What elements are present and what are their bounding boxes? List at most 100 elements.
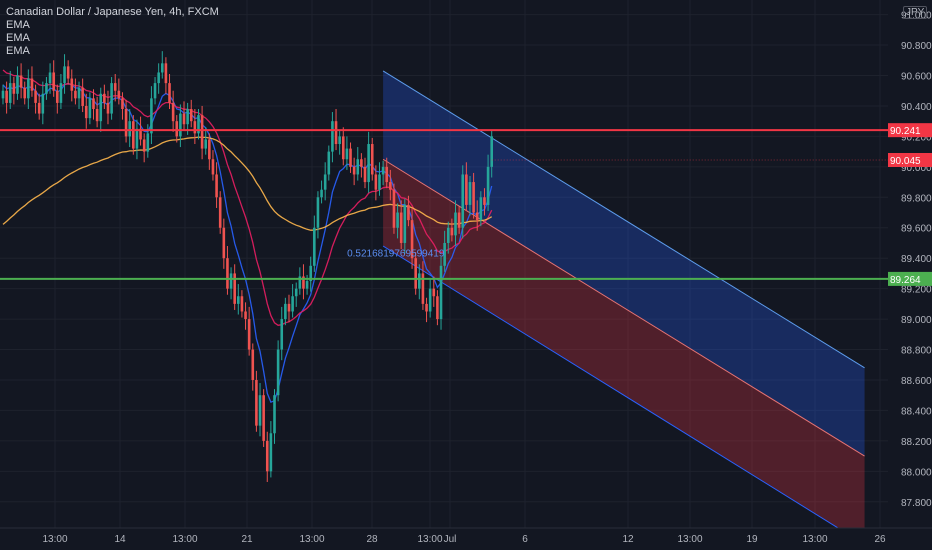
candle-body (276, 349, 280, 396)
candle-body (475, 212, 479, 221)
candle-body (175, 121, 179, 137)
candles (1, 51, 493, 482)
candle-body (128, 121, 131, 137)
channel-lower-line (382, 245, 865, 545)
time-axis-background (0, 528, 932, 550)
level-price-tag (888, 271, 932, 286)
candle-body (106, 102, 110, 114)
candle-body (19, 75, 23, 88)
candle-body (8, 83, 12, 103)
candle-body (374, 174, 378, 190)
candle-body (189, 109, 193, 122)
price-tick-label: 87.800 (901, 498, 932, 509)
candle-body (121, 98, 124, 109)
candle-body (490, 136, 493, 167)
candle-body (287, 303, 291, 312)
candle-body (436, 296, 439, 320)
time-tick-label: 19 (746, 534, 758, 545)
candle-body (479, 197, 483, 221)
time-axis[interactable]: 13:00 14 13:00 21 13:00 28 13:00 Jul 6 12 13:00 19 1… (0, 527, 932, 550)
candle-body (45, 83, 48, 94)
candle-body (103, 93, 106, 103)
candle-body (182, 113, 186, 125)
time-tick-label: 13:00 (802, 534, 827, 545)
candle-body (74, 90, 77, 99)
time-tick-label: 6 (522, 534, 528, 545)
price-tick-label: 90.800 (901, 41, 932, 52)
candle-body (48, 72, 52, 84)
candle-body (334, 121, 338, 145)
candle-body (483, 197, 486, 205)
candle-body (356, 159, 360, 175)
candle-body (12, 83, 16, 94)
price-tick-label: 89.600 (901, 224, 932, 235)
candle-body (226, 258, 229, 289)
candle-body (27, 78, 30, 99)
candle-body (77, 87, 81, 99)
ema-slow-line (2, 136, 493, 231)
ema-fast-line (2, 82, 493, 404)
candle-body (52, 72, 55, 91)
candle-body (269, 433, 273, 472)
indicator-ema-1[interactable]: EMA (6, 19, 30, 31)
candle-body (352, 166, 356, 175)
candle-body (341, 136, 345, 160)
candle-body (95, 109, 99, 122)
candle-body (99, 93, 103, 122)
time-tick-label: 12 (622, 534, 634, 545)
price-tick-label: 89.200 (901, 285, 932, 296)
regression-channel[interactable] (382, 70, 865, 545)
candle-body (258, 395, 262, 426)
candle-body (338, 136, 341, 145)
candle-body (56, 90, 59, 103)
price-tick-label: 91.000 (901, 11, 932, 22)
candle-body (88, 98, 92, 119)
candle-body (367, 144, 370, 183)
price-tick-label: 88.600 (901, 376, 932, 387)
price-tick-label: 90.400 (901, 102, 932, 113)
candle-body (146, 133, 150, 152)
currency-unit-label[interactable]: JPY (903, 6, 928, 19)
price-tick-label: 90.600 (901, 72, 932, 83)
candle-body (139, 128, 142, 140)
candle-body (399, 212, 403, 243)
price-tick-label: 88.800 (901, 346, 932, 357)
candle-body (135, 128, 139, 149)
last-price-label: 90.045 (890, 156, 921, 167)
channel-lower-zone (383, 159, 865, 545)
candle-body (66, 66, 70, 79)
candle-body (41, 93, 45, 114)
candle-body (132, 121, 135, 149)
candle-body (446, 227, 450, 243)
candle-body (30, 78, 34, 91)
chart-legend: Canadian Dollar / Japanese Yen, 4h, FXCM… (6, 6, 219, 58)
indicator-ema-3[interactable]: EMA (6, 45, 30, 57)
candle-body (160, 63, 164, 73)
candle-body (468, 182, 472, 205)
candle-body (302, 276, 305, 289)
candle-body (124, 109, 128, 137)
candle-body (443, 242, 446, 266)
candle-body (59, 83, 63, 103)
grid-lines (0, 0, 888, 528)
price-axis[interactable]: 91.000 90.800 90.600 90.400 90.200 90.000 89.8… (888, 0, 932, 550)
candle-body (360, 159, 363, 167)
candle-body (465, 174, 468, 205)
price-tick-label: 89.800 (901, 193, 932, 204)
candle-body (363, 166, 367, 183)
candle-body (164, 63, 168, 84)
candle-body (229, 273, 233, 289)
candle-body (414, 258, 417, 289)
candle-body (425, 303, 428, 312)
price-tick-label: 88.200 (901, 437, 932, 448)
candle-body (5, 90, 8, 103)
candle-body (403, 204, 407, 243)
candle-body (454, 212, 457, 236)
candle-body (407, 204, 410, 221)
indicator-ema-2[interactable]: EMA (6, 32, 30, 44)
time-tick-label: 14 (114, 534, 126, 545)
candle-body (396, 212, 399, 228)
candle-body (113, 83, 117, 91)
candle-body (439, 265, 443, 320)
